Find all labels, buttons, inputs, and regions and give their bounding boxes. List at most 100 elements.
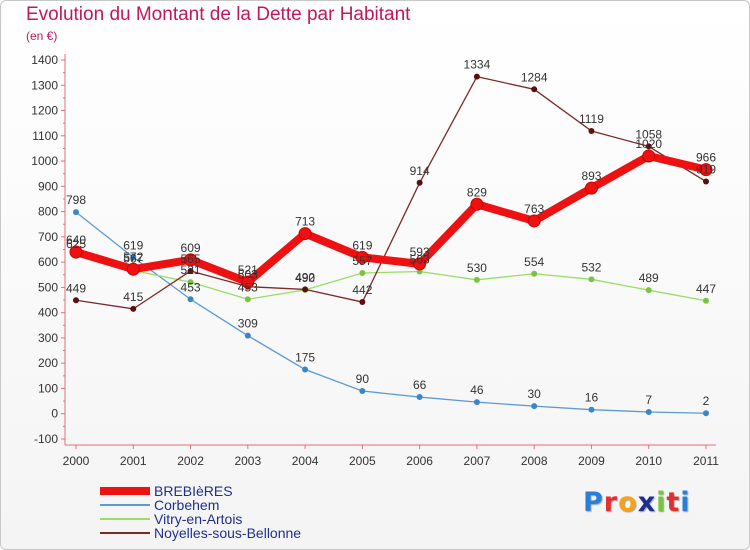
data-label: 914 xyxy=(410,164,430,178)
data-label: 442 xyxy=(352,283,372,297)
data-point xyxy=(244,332,251,339)
legend-swatch xyxy=(100,518,150,520)
series-line xyxy=(75,211,707,414)
data-label: 453 xyxy=(238,280,258,294)
chart-title: Evolution du Montant de la Dette par Hab… xyxy=(26,4,411,25)
y-tick-label: 400 xyxy=(38,306,58,320)
y-tick-label: 1000 xyxy=(31,154,58,168)
data-label: 66 xyxy=(413,378,427,392)
data-point xyxy=(473,276,480,283)
y-tick-label: 1200 xyxy=(31,104,58,118)
data-label: 593 xyxy=(410,245,430,259)
data-point xyxy=(187,279,194,286)
x-tick-label: 2000 xyxy=(63,454,90,468)
data-point xyxy=(130,254,137,261)
series-line xyxy=(72,152,710,287)
data-point xyxy=(703,297,709,304)
data-point xyxy=(359,269,366,276)
data-label: 619 xyxy=(352,238,372,252)
data-point xyxy=(703,410,709,417)
data-point xyxy=(416,394,423,401)
logo-letter: r xyxy=(603,487,619,518)
y-tick-label: 1300 xyxy=(31,78,58,92)
data-point xyxy=(588,276,595,283)
data-label: 530 xyxy=(467,261,487,275)
data-label: 572 xyxy=(123,250,143,264)
data-label: 798 xyxy=(66,193,86,207)
data-point xyxy=(645,287,652,294)
data-point xyxy=(645,143,652,150)
unit-label: (en €) xyxy=(26,29,58,43)
data-label: 2 xyxy=(703,394,710,408)
y-tick-label: 100 xyxy=(38,381,58,395)
data-label: 713 xyxy=(295,215,315,229)
data-point xyxy=(302,366,309,373)
y-tick-label: 700 xyxy=(38,230,58,244)
data-label: 893 xyxy=(581,169,601,183)
data-label: 1284 xyxy=(521,70,548,84)
logo-letter: x xyxy=(637,487,657,518)
proxiti-logo: Proxiti xyxy=(583,487,691,518)
data-label: 521 xyxy=(181,263,201,277)
y-tick-label: 500 xyxy=(38,280,58,294)
data-label: 489 xyxy=(639,271,659,285)
data-label: 966 xyxy=(696,151,716,165)
data-label: 90 xyxy=(356,372,370,386)
data-point xyxy=(642,149,656,163)
y-tick-label: 600 xyxy=(38,255,58,269)
y-tick-label: 200 xyxy=(38,356,58,370)
data-point xyxy=(69,245,83,259)
data-label: 447 xyxy=(696,282,716,296)
data-label: 453 xyxy=(181,280,201,294)
data-point xyxy=(298,227,312,241)
data-point xyxy=(241,275,255,289)
data-point xyxy=(473,73,480,80)
data-point xyxy=(359,299,366,306)
y-tick-label: 1400 xyxy=(31,53,58,67)
data-label: 763 xyxy=(524,202,544,216)
data-point xyxy=(73,209,79,216)
data-label: 1119 xyxy=(579,112,604,126)
data-label: 557 xyxy=(352,254,372,268)
data-point xyxy=(645,408,652,415)
data-label: 563 xyxy=(410,252,430,266)
data-point xyxy=(126,262,140,276)
legend: BREBIèRES Corbehem Vitry-en-Artois Noyelles… xyxy=(100,484,301,540)
data-point xyxy=(416,179,423,186)
data-label: 640 xyxy=(66,233,86,247)
data-point xyxy=(703,178,709,185)
legend-label: Corbehem xyxy=(154,497,220,513)
data-point xyxy=(187,296,194,303)
data-label: 30 xyxy=(528,387,542,401)
data-label: 1058 xyxy=(635,127,662,141)
data-point xyxy=(531,270,538,277)
data-point xyxy=(531,86,538,93)
x-tick-label: 2001 xyxy=(120,454,147,468)
data-label: 521 xyxy=(238,263,258,277)
logo-letter: i xyxy=(656,487,667,518)
legend-item: BREBIèRES xyxy=(100,484,301,498)
logo-letter: t xyxy=(666,487,681,518)
data-point xyxy=(359,387,366,394)
data-label: 1334 xyxy=(464,58,491,72)
x-tick-label: 2004 xyxy=(292,454,319,468)
data-point xyxy=(473,399,480,406)
data-label: 415 xyxy=(123,290,143,304)
data-label: 7 xyxy=(645,393,652,407)
data-point xyxy=(531,403,538,410)
data-point xyxy=(588,406,595,413)
y-tick-label: 900 xyxy=(38,179,58,193)
legend-item: Noyelles-sous-Bellonne xyxy=(100,526,301,540)
series-line xyxy=(75,255,707,302)
x-tick-label: 2003 xyxy=(234,454,261,468)
data-label: 503 xyxy=(238,268,258,282)
data-label: 46 xyxy=(470,383,484,397)
data-label: 16 xyxy=(585,391,599,405)
data-point xyxy=(73,297,79,304)
data-label: 175 xyxy=(295,351,315,365)
legend-swatch xyxy=(100,487,150,495)
data-label: 449 xyxy=(66,281,86,295)
data-point xyxy=(413,257,427,271)
logo-letter: i xyxy=(680,487,691,518)
